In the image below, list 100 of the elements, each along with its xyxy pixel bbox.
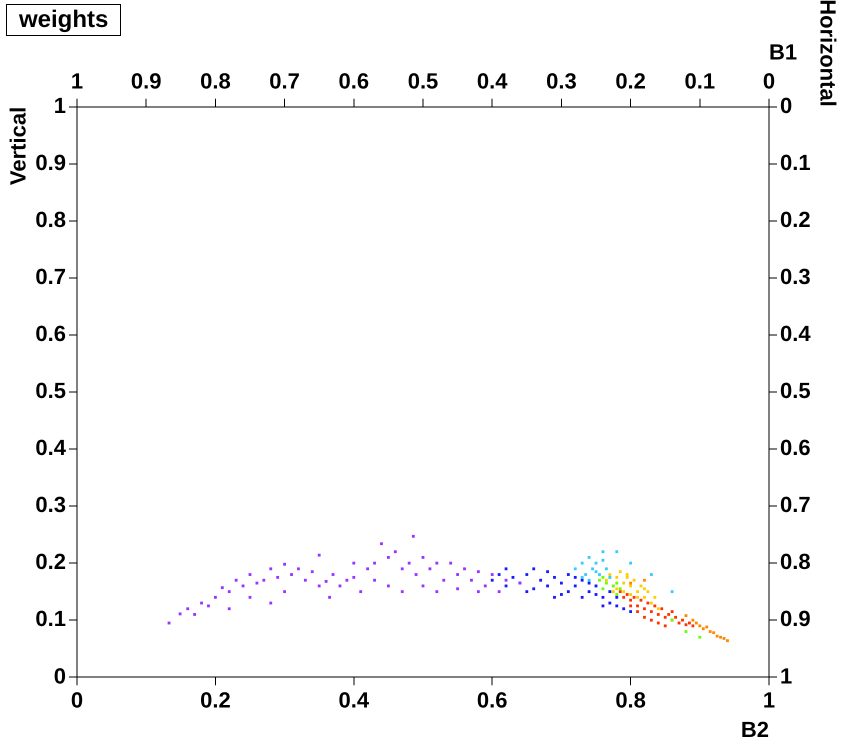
chart-title: weights [6, 4, 122, 36]
point [691, 624, 694, 628]
y2-tick-label: 1 [780, 663, 792, 688]
x2-tick-label: 0.7 [269, 68, 300, 94]
point [598, 578, 601, 582]
point [678, 622, 680, 624]
x-tick-label: 1 [762, 687, 776, 712]
point [726, 639, 729, 642]
point [608, 602, 612, 604]
point [525, 573, 528, 576]
y2-tick-label: 0 [780, 92, 792, 118]
point [588, 556, 591, 559]
point [688, 622, 691, 624]
point [694, 622, 698, 624]
point [604, 582, 608, 584]
point [629, 604, 632, 608]
point [636, 604, 639, 608]
point [602, 587, 604, 590]
point [594, 593, 598, 596]
x2-tick-label: 0.8 [200, 68, 231, 94]
point [716, 634, 719, 638]
point [650, 618, 653, 622]
y-tick-label: 0 [54, 663, 66, 688]
point [691, 618, 694, 622]
x-tick-label: 0.4 [338, 687, 370, 712]
point [604, 567, 608, 570]
point [632, 596, 636, 599]
point [650, 602, 653, 604]
y-tick-label: 0.8 [35, 206, 66, 232]
y-tick-label: 0.7 [35, 264, 66, 289]
point [553, 596, 556, 599]
point [650, 573, 653, 576]
point [566, 573, 570, 576]
point [664, 624, 667, 628]
x2-tick-label: 0.9 [130, 68, 162, 94]
point [656, 622, 660, 624]
point [629, 562, 632, 565]
point [674, 616, 678, 619]
x2-tick-label: 0 [762, 68, 776, 94]
x2-tick-label: 0.1 [684, 68, 716, 94]
point [622, 596, 626, 599]
point [560, 582, 563, 584]
point [618, 590, 622, 594]
y-axis-title: Vertical [5, 106, 30, 186]
y-tick-label: 0.4 [35, 435, 67, 460]
point [615, 582, 618, 584]
point [615, 576, 618, 579]
point [588, 578, 591, 582]
point [602, 604, 604, 608]
point [667, 613, 670, 616]
point [525, 590, 528, 594]
point [636, 596, 639, 599]
point [708, 630, 712, 633]
point [574, 584, 577, 588]
point [653, 596, 656, 599]
point [643, 587, 646, 590]
point [546, 584, 549, 588]
y2-tick-label: 0.5 [780, 378, 811, 404]
point [712, 631, 716, 634]
point [612, 590, 615, 594]
point [636, 610, 639, 614]
point [681, 618, 684, 622]
point [580, 596, 584, 599]
x2-tick-label: 0.6 [338, 68, 370, 94]
y-tick-label: 0.1 [35, 606, 66, 632]
point [602, 576, 604, 579]
y-tick-label: 0.2 [35, 549, 66, 574]
point [640, 584, 642, 588]
point [546, 570, 549, 574]
point [670, 610, 674, 614]
point [504, 584, 508, 588]
y2-tick-label: 0.2 [780, 206, 811, 232]
point [622, 582, 626, 584]
x2-axis-title: B1 [769, 39, 798, 64]
point [705, 626, 708, 628]
x2-tick-label: 0.2 [615, 68, 646, 94]
point [580, 562, 584, 565]
y2-tick-label: 0.6 [780, 435, 811, 460]
point [598, 573, 601, 576]
y-tick-label: 0.5 [35, 378, 66, 404]
x-tick-label: 0.6 [476, 687, 508, 712]
point [698, 624, 702, 628]
point [574, 576, 577, 579]
point [512, 576, 514, 579]
point [498, 573, 501, 576]
point [602, 558, 604, 562]
point [643, 578, 646, 582]
point [640, 598, 642, 602]
y-tick-label: 0.9 [35, 150, 66, 175]
y2-tick-label: 0.9 [780, 606, 811, 632]
point [615, 604, 618, 608]
point [622, 590, 626, 594]
point [602, 550, 604, 554]
point [539, 578, 542, 582]
point [719, 636, 722, 639]
point [604, 578, 608, 582]
x-tick-label: 0 [70, 687, 84, 712]
point [684, 630, 688, 633]
x2-tick-label: 0.5 [408, 68, 438, 94]
point [608, 573, 612, 576]
